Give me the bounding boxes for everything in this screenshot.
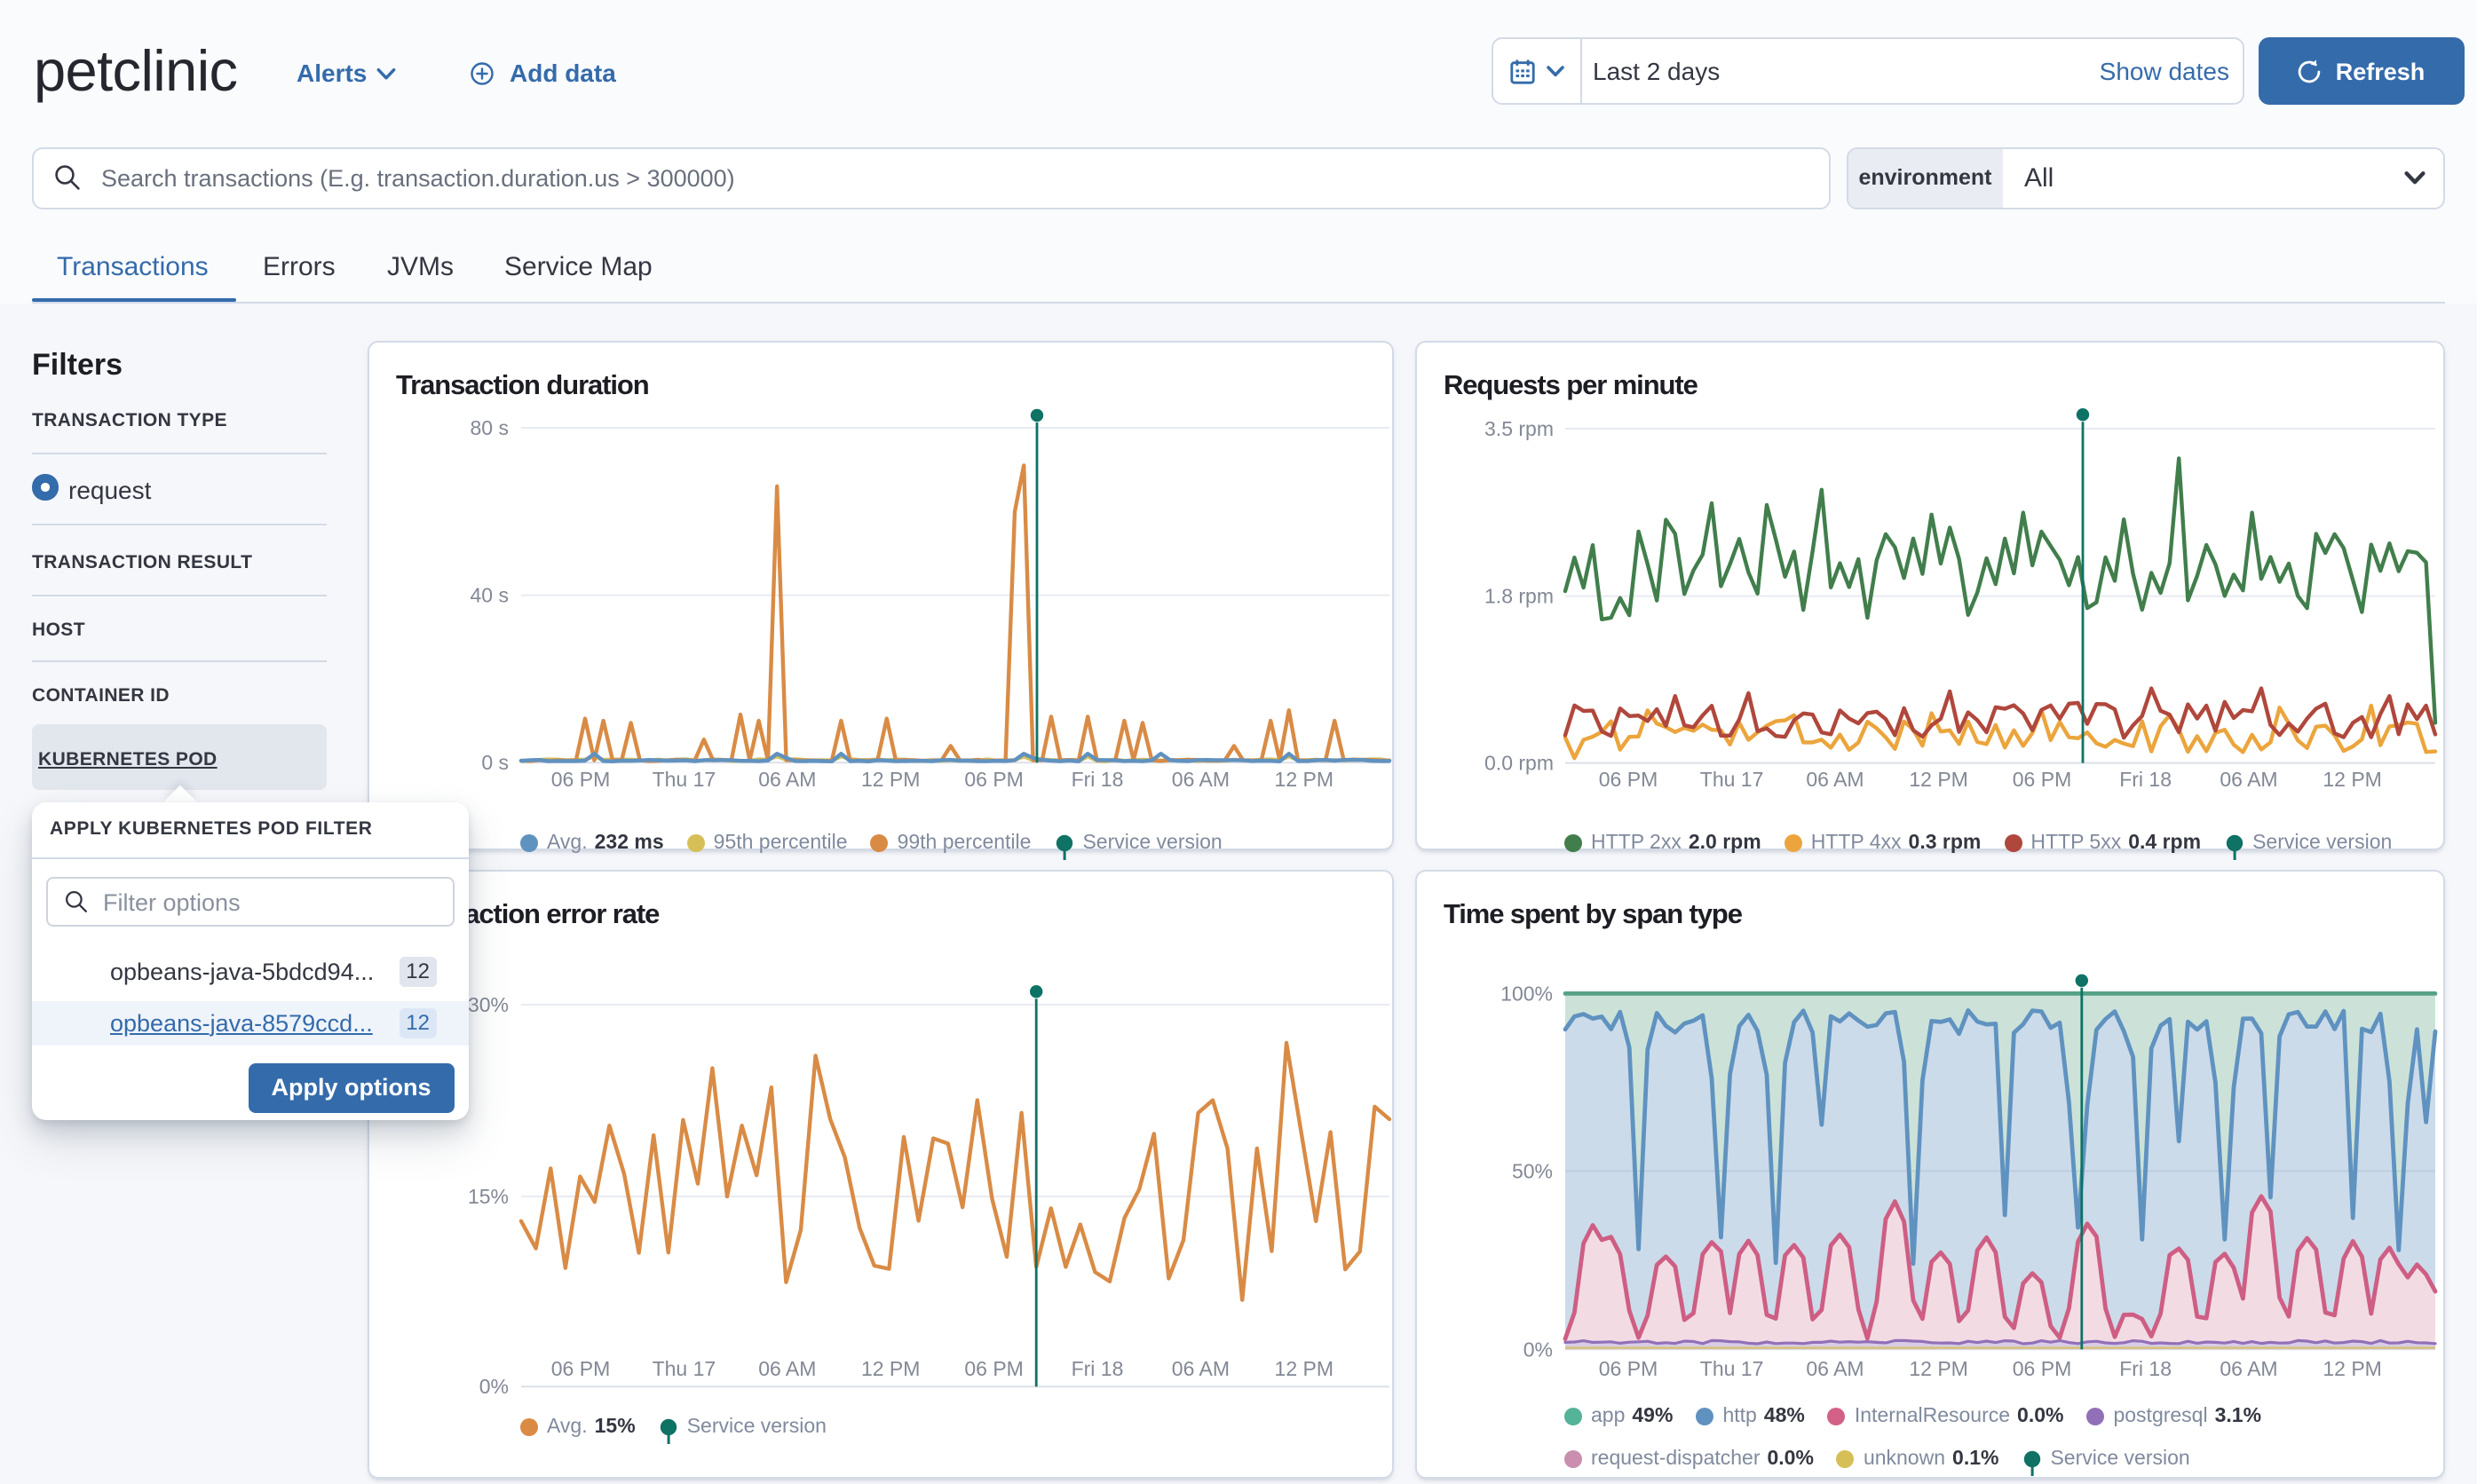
svg-text:Fri 18: Fri 18 bbox=[2119, 768, 2172, 791]
svg-text:06 PM: 06 PM bbox=[1599, 768, 1658, 791]
svg-text:06 AM: 06 AM bbox=[1806, 1357, 1864, 1380]
svg-text:0%: 0% bbox=[479, 1375, 509, 1398]
svg-text:06 PM: 06 PM bbox=[551, 1357, 610, 1380]
svg-text:80 s: 80 s bbox=[471, 416, 509, 439]
svg-text:06 AM: 06 AM bbox=[2220, 1357, 2277, 1380]
svg-text:12 PM: 12 PM bbox=[1909, 768, 1967, 791]
svg-text:06 PM: 06 PM bbox=[964, 768, 1023, 791]
svg-text:30%: 30% bbox=[468, 993, 509, 1016]
svg-text:12 PM: 12 PM bbox=[2323, 768, 2381, 791]
svg-text:Thu 17: Thu 17 bbox=[1700, 768, 1764, 791]
svg-text:0.0 rpm: 0.0 rpm bbox=[1484, 752, 1554, 775]
svg-text:06 AM: 06 AM bbox=[2220, 768, 2277, 791]
svg-text:3.5 rpm: 3.5 rpm bbox=[1484, 417, 1554, 440]
svg-text:0 s: 0 s bbox=[481, 751, 509, 774]
svg-text:12 PM: 12 PM bbox=[1275, 768, 1333, 791]
svg-text:12 PM: 12 PM bbox=[1275, 1357, 1333, 1380]
svg-text:Fri 18: Fri 18 bbox=[1072, 1357, 1124, 1380]
svg-text:12 PM: 12 PM bbox=[1909, 1357, 1967, 1380]
svg-text:50%: 50% bbox=[1512, 1159, 1553, 1182]
svg-text:06 AM: 06 AM bbox=[1806, 768, 1864, 791]
svg-text:Thu 17: Thu 17 bbox=[653, 768, 716, 791]
svg-text:06 AM: 06 AM bbox=[758, 1357, 816, 1380]
svg-text:06 AM: 06 AM bbox=[758, 768, 816, 791]
svg-text:12 PM: 12 PM bbox=[861, 1357, 920, 1380]
svg-text:Fri 18: Fri 18 bbox=[2119, 1357, 2172, 1380]
svg-text:06 PM: 06 PM bbox=[551, 768, 610, 791]
svg-text:15%: 15% bbox=[468, 1185, 509, 1208]
svg-text:06 AM: 06 AM bbox=[1172, 768, 1230, 791]
svg-text:06 PM: 06 PM bbox=[1599, 1357, 1658, 1380]
svg-text:Thu 17: Thu 17 bbox=[1700, 1357, 1764, 1380]
svg-text:12 PM: 12 PM bbox=[2323, 1357, 2381, 1380]
svg-text:1.8 rpm: 1.8 rpm bbox=[1484, 585, 1554, 608]
svg-text:06 PM: 06 PM bbox=[964, 1357, 1023, 1380]
svg-text:100%: 100% bbox=[1500, 982, 1553, 1005]
svg-text:06 AM: 06 AM bbox=[1172, 1357, 1230, 1380]
svg-text:40 s: 40 s bbox=[471, 584, 509, 607]
svg-text:Fri 18: Fri 18 bbox=[1072, 768, 1124, 791]
svg-text:06 PM: 06 PM bbox=[2013, 768, 2071, 791]
svg-text:0%: 0% bbox=[1523, 1338, 1553, 1361]
svg-text:Thu 17: Thu 17 bbox=[653, 1357, 716, 1380]
svg-text:06 PM: 06 PM bbox=[2013, 1357, 2071, 1380]
svg-text:12 PM: 12 PM bbox=[861, 768, 920, 791]
